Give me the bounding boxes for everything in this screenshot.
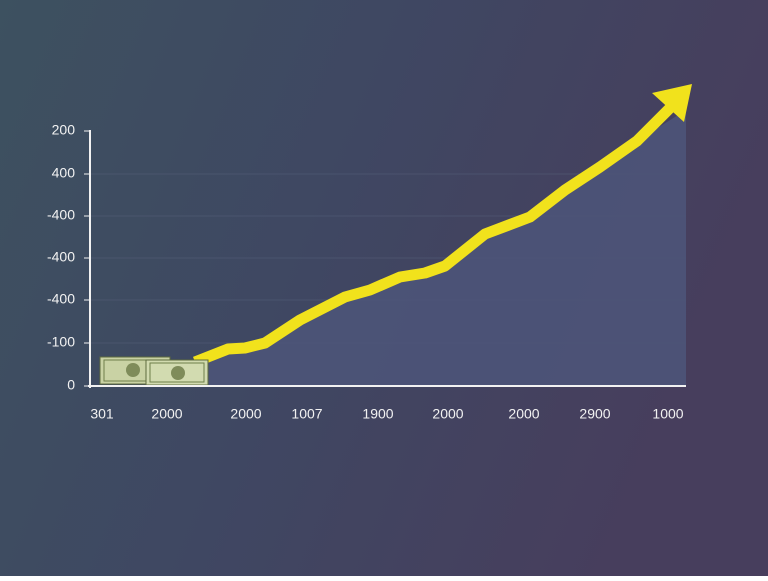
y-tick-label: -400 <box>47 249 75 265</box>
arrow-head <box>652 84 692 122</box>
dollar-bills <box>99 356 209 386</box>
x-tick-label: 2000 <box>230 406 261 422</box>
y-tick-label: -100 <box>47 334 75 350</box>
y-tick-label: -400 <box>47 207 75 223</box>
x-tick-label: 301 <box>90 406 114 422</box>
x-tick-label: 2900 <box>579 406 610 422</box>
x-tick-label: 2000 <box>508 406 539 422</box>
y-tick-label: -400 <box>47 291 75 307</box>
x-tick-label: 1000 <box>652 406 683 422</box>
y-tick-label: 400 <box>52 165 76 181</box>
x-tick-label: 1007 <box>291 406 322 422</box>
x-tick-label: 1900 <box>362 406 393 422</box>
y-tick-label: 200 <box>52 122 76 138</box>
y-tick-label: 0 <box>67 377 75 393</box>
x-tick-label: 2000 <box>432 406 463 422</box>
trend-line <box>192 102 676 368</box>
x-tick-label: 2000 <box>151 406 182 422</box>
